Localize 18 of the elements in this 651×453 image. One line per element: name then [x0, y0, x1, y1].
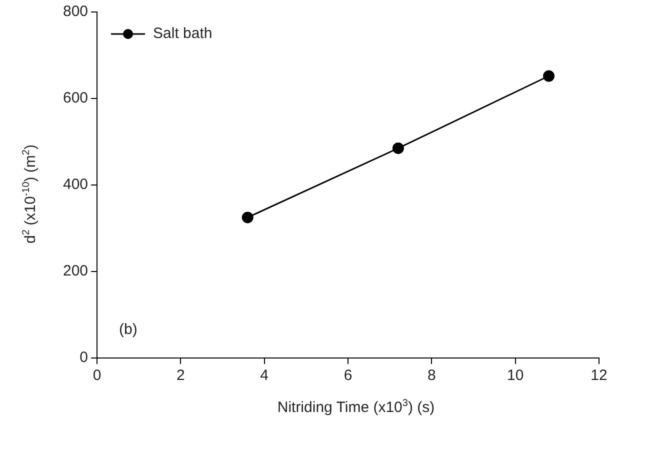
x-tick-label: 4: [260, 367, 269, 384]
x-tick-label: 12: [590, 367, 608, 384]
point: [242, 212, 254, 224]
point: [392, 142, 404, 154]
x-tick-label: 0: [92, 367, 102, 384]
legend-label: Salt bath: [153, 25, 212, 42]
x-tick-label: 8: [428, 367, 436, 384]
x-tick-label: 10: [506, 367, 524, 384]
y-tick-label: 800: [62, 3, 88, 20]
x-tick-label: 6: [344, 367, 352, 384]
y-tick-label: 400: [62, 176, 88, 194]
point: [543, 70, 555, 82]
x-axis-title: Nitriding Time (x10$^{3}$) (s): [276, 398, 436, 416]
y-tick-label: 600: [62, 90, 88, 107]
y-tick-label: 0: [80, 349, 88, 366]
y-tick-label: 200: [62, 262, 88, 280]
x-tick-label: 2: [176, 367, 185, 384]
annotation: (b): [119, 321, 138, 338]
